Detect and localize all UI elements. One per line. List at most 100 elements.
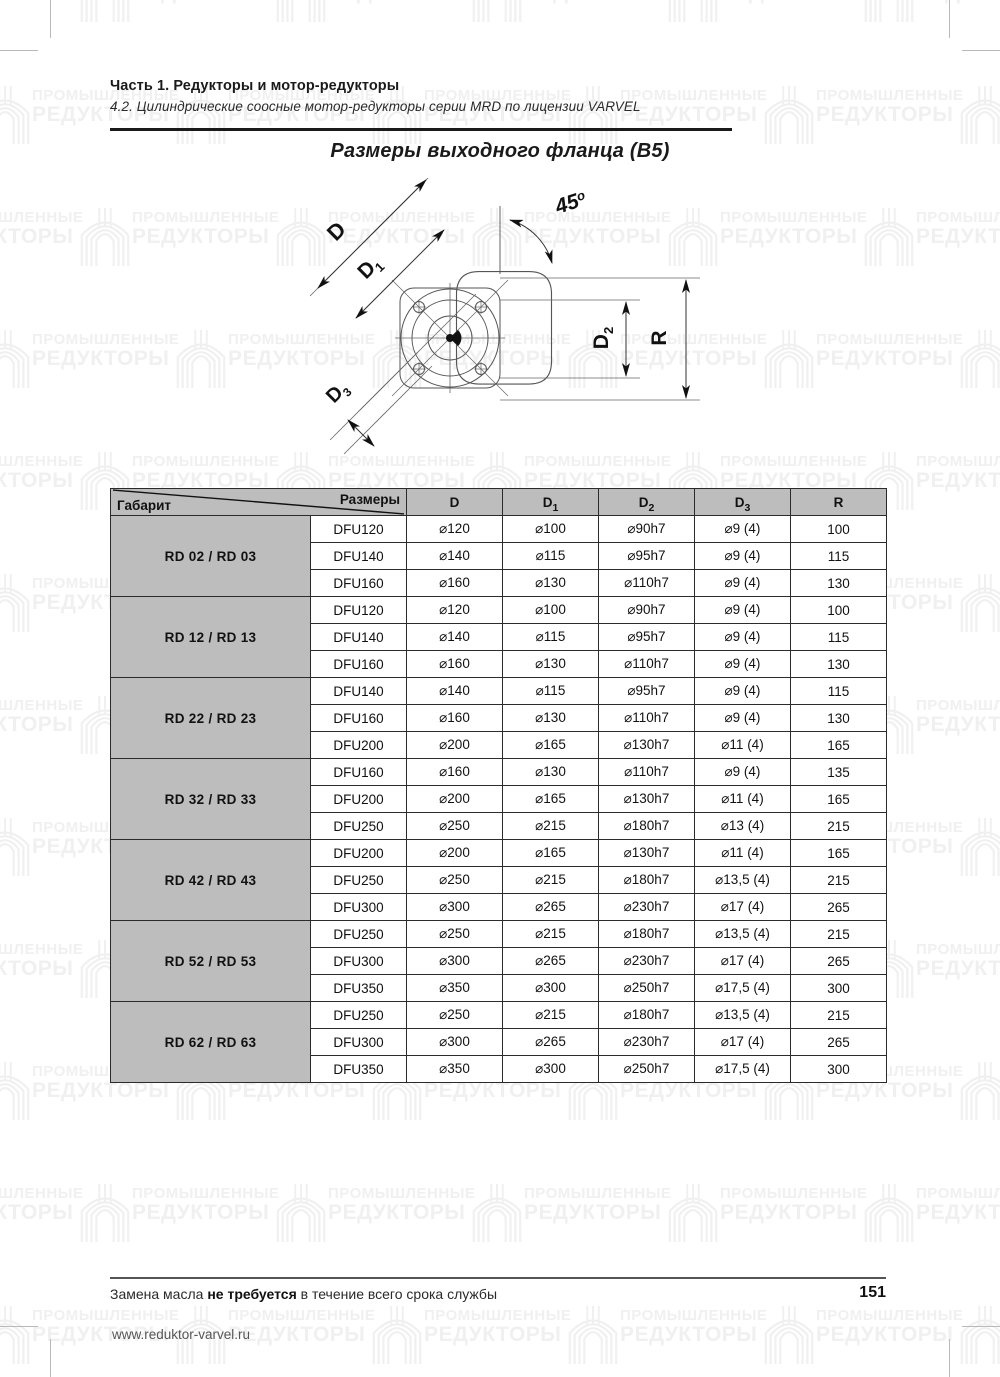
table-row: RD 12 / RD 13 DFU120 ⌀120 ⌀100 ⌀90h7 ⌀9 (4) 10…: [110, 596, 887, 678]
cell-d2: ⌀130h7: [598, 839, 695, 867]
cell-d3: ⌀9 (4): [694, 758, 791, 786]
dim-line-d1: [355, 229, 445, 319]
cell-d1: ⌀165: [502, 731, 599, 759]
crop-mark-tr-v: [949, 0, 950, 38]
cell-d3: ⌀11 (4): [694, 731, 791, 759]
cell-r: 300: [790, 1055, 887, 1083]
cell-model: DFU200: [310, 731, 407, 759]
column-header-d1: D1: [502, 488, 599, 516]
cell-r: 130: [790, 569, 887, 597]
dim-label-d2: D2: [590, 327, 616, 349]
cell-d3: ⌀11 (4): [694, 785, 791, 813]
footer-divider-rule: [110, 1277, 886, 1279]
group-label-cell: RD 52 / RD 53: [110, 920, 311, 1002]
cell-d: ⌀140: [406, 623, 503, 651]
table-row: DFU140 ⌀140 ⌀115 ⌀95h7 ⌀9 (4) 115: [111, 542, 887, 570]
cell-d2: ⌀180h7: [598, 920, 695, 948]
cell-d2: ⌀230h7: [598, 1028, 695, 1056]
cell-d3: ⌀13,5 (4): [694, 920, 791, 948]
cell-r: 265: [790, 893, 887, 921]
cell-r: 135: [790, 758, 887, 786]
footer-note: Замена масла не требуется в течение всег…: [110, 1286, 497, 1302]
table-row: DFU300 ⌀300 ⌀265 ⌀230h7 ⌀17 (4) 265: [111, 893, 887, 921]
cell-d1: ⌀100: [502, 515, 599, 543]
cell-model: DFU200: [310, 785, 407, 813]
cell-d3: ⌀13,5 (4): [694, 866, 791, 894]
column-header-r: R: [790, 488, 887, 516]
cell-model: DFU140: [310, 542, 407, 570]
group-label-cell: RD 42 / RD 43: [110, 839, 311, 921]
footer-url[interactable]: www.reduktor-varvel.ru: [112, 1327, 251, 1342]
footer-note-prefix: Замена масла: [110, 1286, 208, 1302]
cell-r: 115: [790, 542, 887, 570]
cell-d2: ⌀95h7: [598, 677, 695, 705]
cell-r: 165: [790, 839, 887, 867]
cell-model: DFU160: [310, 758, 407, 786]
cell-d3: ⌀9 (4): [694, 569, 791, 597]
cell-d2: ⌀90h7: [598, 596, 695, 624]
cell-d1: ⌀215: [502, 866, 599, 894]
table-row: RD 62 / RD 63 DFU250 ⌀250 ⌀215 ⌀180h7 ⌀13,5 (…: [110, 1001, 887, 1083]
dim-label-d3: D3: [322, 377, 355, 410]
cell-d1: ⌀115: [502, 677, 599, 705]
cell-model: DFU140: [310, 677, 407, 705]
cell-d1: ⌀215: [502, 812, 599, 840]
cell-d: ⌀160: [406, 758, 503, 786]
cell-r: 300: [790, 974, 887, 1002]
cell-d1: ⌀300: [502, 974, 599, 1002]
cell-d2: ⌀130h7: [598, 785, 695, 813]
table-row: RD 52 / RD 53 DFU250 ⌀250 ⌀215 ⌀180h7 ⌀13,5 (…: [110, 920, 887, 1002]
corner-diagonal-line: [111, 489, 406, 515]
cell-d: ⌀350: [406, 1055, 503, 1083]
cell-model: DFU250: [310, 812, 407, 840]
cell-model: DFU200: [310, 839, 407, 867]
cell-r: 100: [790, 596, 887, 624]
cell-model: DFU160: [310, 704, 407, 732]
cell-model: DFU350: [310, 974, 407, 1002]
cell-model: DFU160: [310, 650, 407, 678]
cell-d2: ⌀110h7: [598, 569, 695, 597]
cell-d3: ⌀13 (4): [694, 812, 791, 840]
table-row: DFU250 ⌀250 ⌀215 ⌀180h7 ⌀13,5 (4) 215: [111, 866, 887, 894]
ext-line-d3-lower2: [343, 365, 433, 455]
cell-d3: ⌀17,5 (4): [694, 1055, 791, 1083]
cell-d: ⌀120: [406, 596, 503, 624]
cell-model: DFU300: [310, 1028, 407, 1056]
cell-model: DFU250: [310, 866, 407, 894]
cell-r: 215: [790, 812, 887, 840]
cell-d1: ⌀215: [502, 920, 599, 948]
cell-d1: ⌀265: [502, 947, 599, 975]
header-section-subtitle: 4.2. Цилиндрические соосные мотор-редукт…: [110, 99, 641, 114]
header-part-title: Часть 1. Редукторы и мотор-редукторы: [110, 78, 400, 94]
cell-model: DFU140: [310, 623, 407, 651]
dim-label-d: D: [322, 217, 351, 246]
cell-d3: ⌀9 (4): [694, 623, 791, 651]
dim-label-r: R: [648, 330, 671, 345]
table-row: DFU160 ⌀160 ⌀130 ⌀110h7 ⌀9 (4) 130: [111, 650, 887, 678]
cell-d3: ⌀9 (4): [694, 596, 791, 624]
cell-d: ⌀160: [406, 704, 503, 732]
table-header-row: Размеры Габарит D D1 D2 D3 R: [110, 488, 887, 516]
header-corner-cell: Размеры Габарит: [110, 488, 407, 516]
group-label-cell: RD 02 / RD 03: [110, 515, 311, 597]
crop-mark-tl-v: [50, 0, 51, 38]
cell-d: ⌀300: [406, 893, 503, 921]
dim-label-d1: D1: [353, 251, 387, 285]
cell-d1: ⌀100: [502, 596, 599, 624]
angle-arc-45: [509, 219, 553, 264]
ext-line-diag-long: [359, 293, 477, 411]
cell-model: DFU250: [310, 920, 407, 948]
cell-d2: ⌀250h7: [598, 974, 695, 1002]
cell-r: 115: [790, 623, 887, 651]
column-header-d2: D2: [598, 488, 695, 516]
page-title: Размеры выходного фланца (B5): [330, 140, 670, 162]
cell-d2: ⌀180h7: [598, 1001, 695, 1029]
crop-mark-tl-h: [0, 50, 38, 51]
cell-d2: ⌀95h7: [598, 623, 695, 651]
table-row: RD 32 / RD 33 DFU160 ⌀160 ⌀130 ⌀110h7 ⌀9 (4) 1…: [110, 758, 887, 840]
cell-d1: ⌀115: [502, 542, 599, 570]
cell-d: ⌀140: [406, 542, 503, 570]
cell-d1: ⌀215: [502, 1001, 599, 1029]
cell-d2: ⌀230h7: [598, 947, 695, 975]
cell-d: ⌀120: [406, 515, 503, 543]
